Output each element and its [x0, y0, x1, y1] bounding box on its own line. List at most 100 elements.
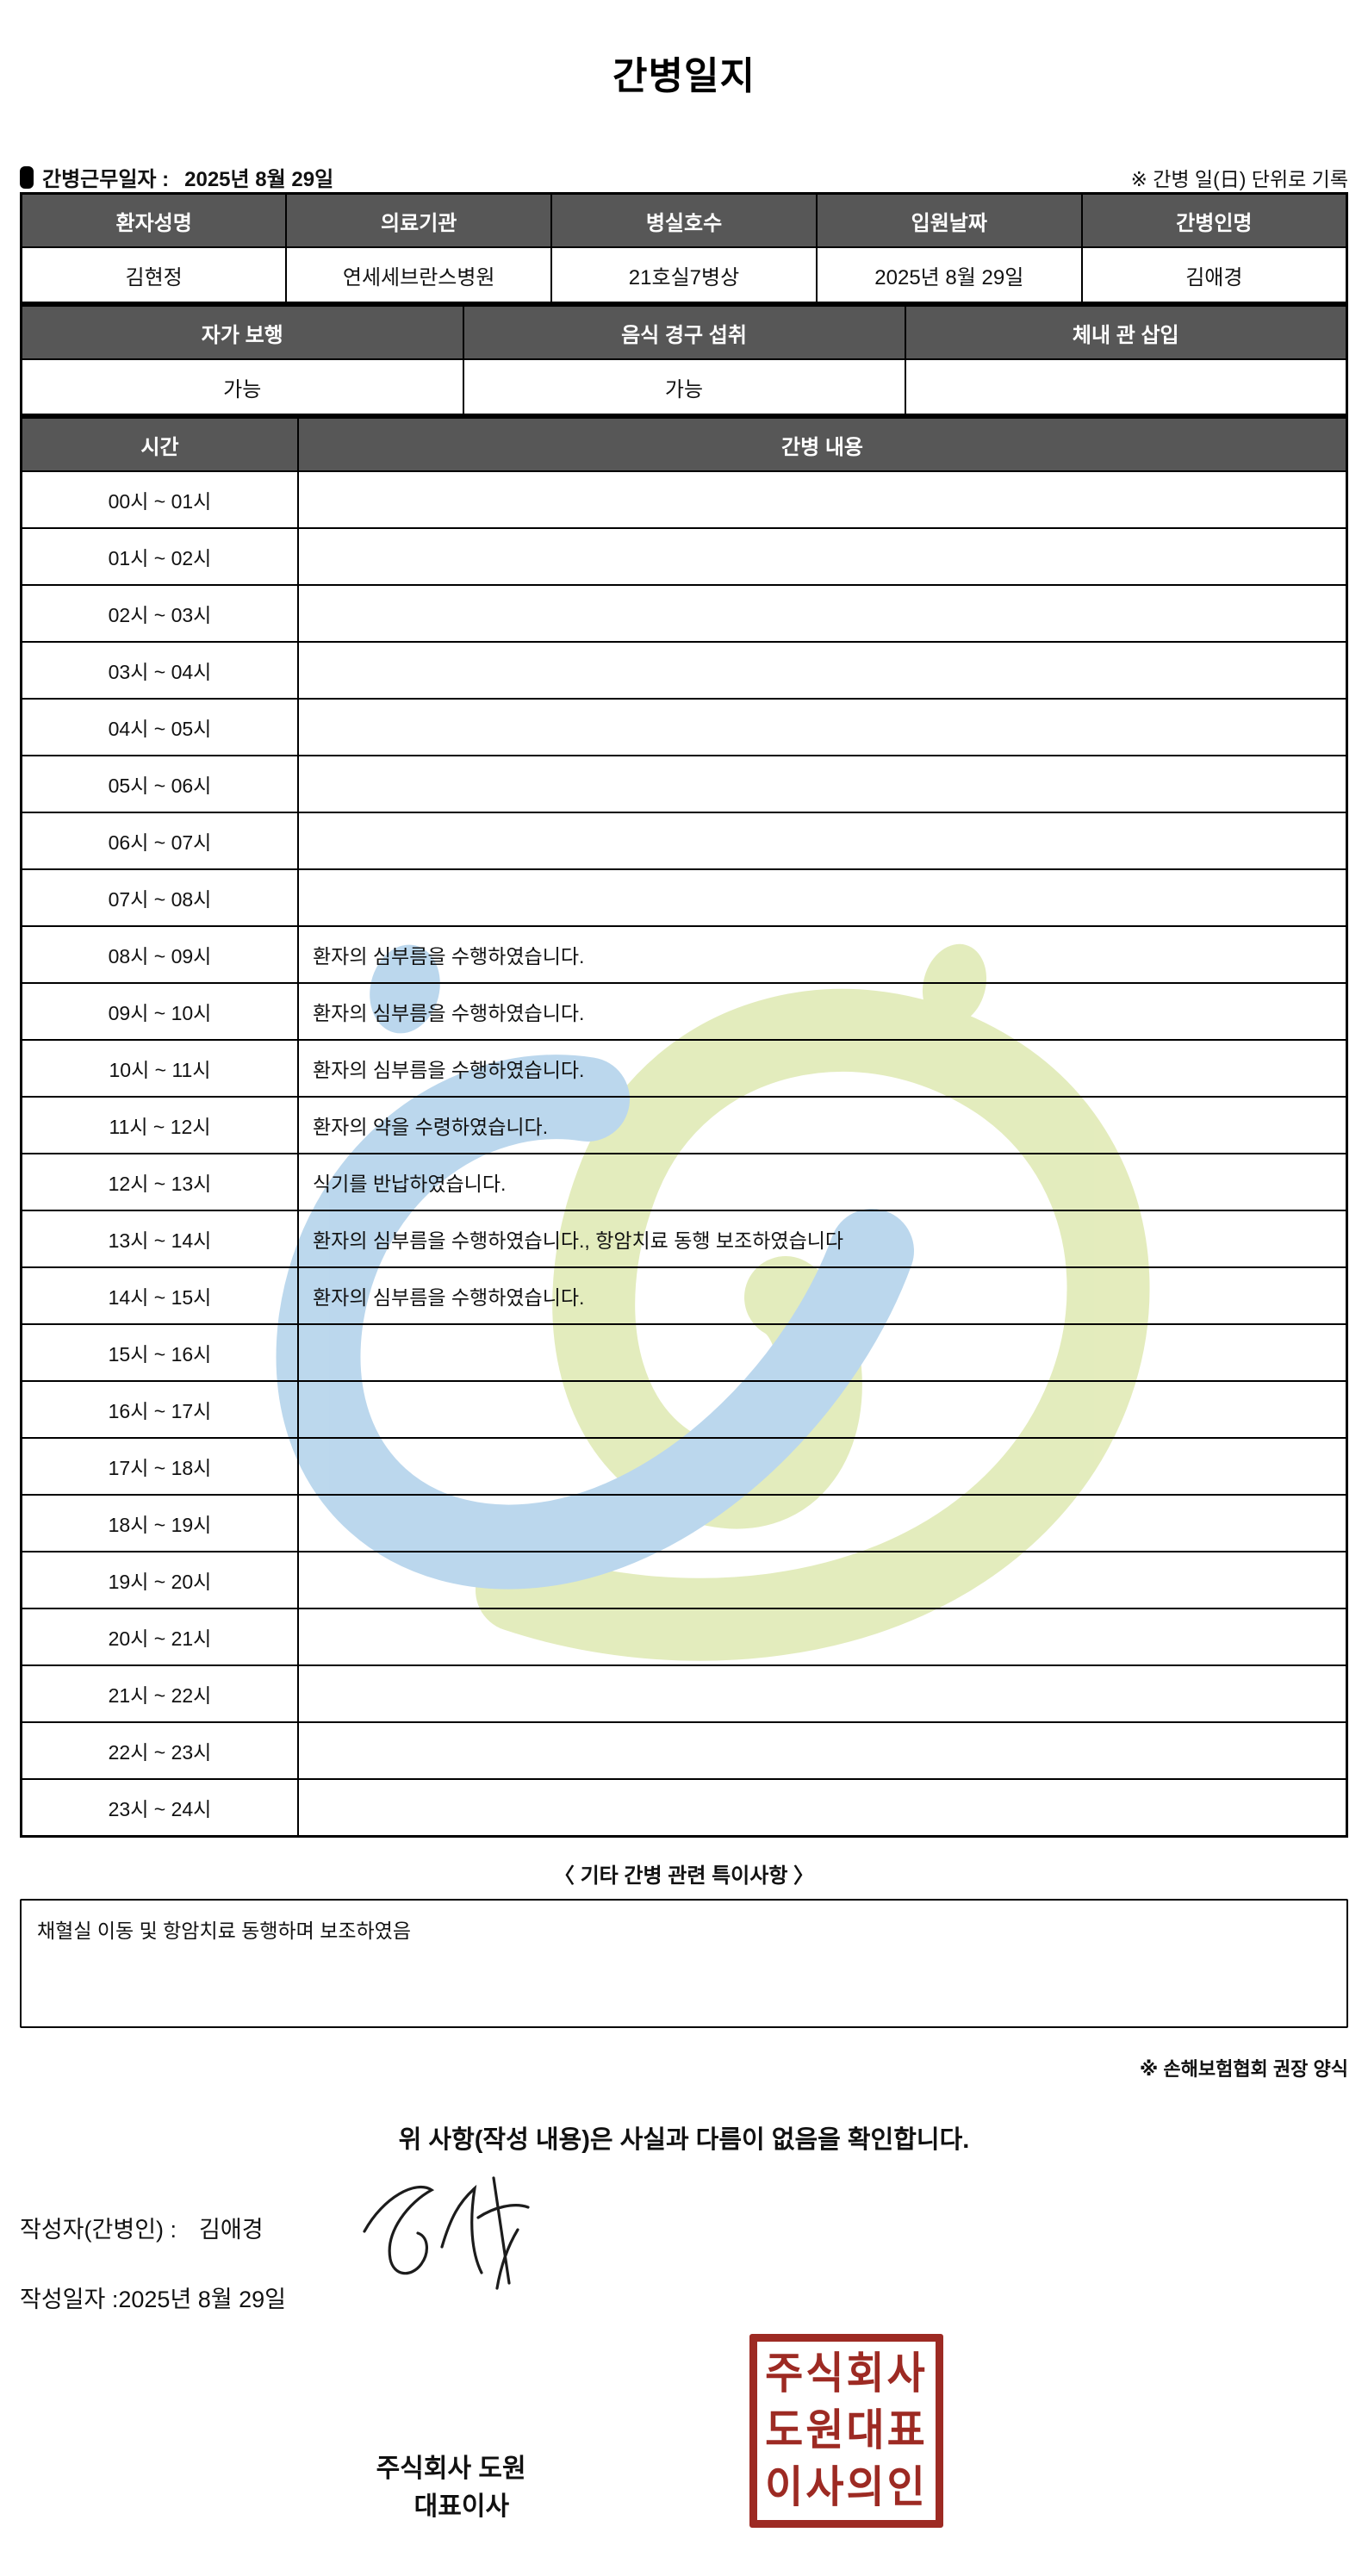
work-date-label: 간병근무일자 :: [42, 168, 170, 191]
care-time: 11시 ~ 12시: [20, 1096, 299, 1154]
col-medical-institution: 의료기관: [285, 192, 553, 248]
care-time: 00시 ~ 01시: [20, 470, 299, 529]
care-row: 03시 ~ 04시: [20, 641, 1348, 700]
care-time: 07시 ~ 08시: [20, 868, 299, 927]
care-content: [297, 868, 1348, 927]
care-time: 19시 ~ 20시: [20, 1551, 299, 1609]
tube-insertion-value: [904, 358, 1348, 416]
care-row: 07시 ~ 08시: [20, 868, 1348, 927]
care-content: [297, 1380, 1348, 1439]
care-row: 21시 ~ 22시: [20, 1664, 1348, 1723]
col-care-content: 간병 내용: [297, 416, 1348, 472]
care-row: 12시 ~ 13시 식기를 반납하였습니다.: [20, 1153, 1348, 1211]
care-row: 19시 ~ 20시: [20, 1551, 1348, 1609]
care-content: [297, 1721, 1348, 1780]
care-time: 23시 ~ 24시: [20, 1778, 299, 1838]
care-row: 10시 ~ 11시 환자의 심부름을 수행하였습니다.: [20, 1039, 1348, 1098]
care-time: 06시 ~ 07시: [20, 812, 299, 870]
care-content: 환자의 심부름을 수행하였습니다.: [297, 1039, 1348, 1098]
notes-box: 채혈실 이동 및 항암치료 동행하며 보조하였음: [20, 1899, 1348, 2028]
medical-institution: 연세세브란스병원: [285, 246, 553, 304]
care-content: [297, 812, 1348, 870]
written-date-line: 작성일자 : 2025년 8월 29일: [20, 2280, 1368, 2314]
writer-name: 김애경: [199, 2217, 264, 2243]
writer-line: 작성자(간병인) : 김애경: [20, 2211, 1368, 2244]
care-time: 09시 ~ 10시: [20, 982, 299, 1041]
care-row: 06시 ~ 07시: [20, 812, 1348, 870]
care-row: 00시 ~ 01시: [20, 470, 1348, 529]
notes-title: 〈 기타 간병 관련 특이사항 〉: [553, 1864, 815, 1888]
care-row: 16시 ~ 17시: [20, 1380, 1348, 1439]
patient-value-row: 김현정 연세세브란스병원 21호실7병상 2025년 8월 29일 김애경: [20, 246, 1348, 304]
care-content: 환자의 심부름을 수행하였습니다.: [297, 982, 1348, 1041]
care-content: [297, 527, 1348, 586]
patient-status-table: 자가 보행 음식 경구 섭취 체내 관 삽입 가능 가능: [20, 304, 1348, 416]
care-content: [297, 584, 1348, 643]
care-time: 02시 ~ 03시: [20, 584, 299, 643]
care-diary-page: { "title": "간병일지", "header": { "work_dat…: [0, 55, 1368, 2576]
care-time: 16시 ~ 17시: [20, 1380, 299, 1439]
care-row: 22시 ~ 23시: [20, 1721, 1348, 1780]
care-content: [297, 1778, 1348, 1838]
care-time: 08시 ~ 09시: [20, 925, 299, 984]
patient-header-row: 환자성명 의료기관 병실호수 입원날짜 간병인명: [20, 192, 1348, 248]
work-date-value: 2025년 8월 29일: [184, 168, 334, 191]
care-content: 환자의 심부름을 수행하였습니다.: [297, 1266, 1348, 1325]
notes-content: 채혈실 이동 및 항암치료 동행하며 보조하였음: [37, 1920, 411, 1942]
care-time: 10시 ~ 11시: [20, 1039, 299, 1098]
care-time: 01시 ~ 02시: [20, 527, 299, 586]
care-time: 05시 ~ 06시: [20, 755, 299, 813]
care-row: 17시 ~ 18시: [20, 1437, 1348, 1496]
care-time: 13시 ~ 14시: [20, 1210, 299, 1268]
care-row: 09시 ~ 10시 환자의 심부름을 수행하였습니다.: [20, 982, 1348, 1041]
care-time: 22시 ~ 23시: [20, 1721, 299, 1780]
col-caregiver-name: 간병인명: [1080, 192, 1348, 248]
room-number: 21호실7병상: [550, 246, 818, 304]
care-content: 환자의 심부름을 수행하였습니다., 항암치료 동행 보조하였습니다: [297, 1210, 1348, 1268]
care-content: 환자의 약을 수령하였습니다.: [297, 1096, 1348, 1154]
care-time: 20시 ~ 21시: [20, 1608, 299, 1666]
company-ceo-line: 주식회사 도원 대표이사: [362, 2417, 526, 2523]
care-content: 환자의 심부름을 수행하였습니다.: [297, 925, 1348, 984]
care-content: [297, 1551, 1348, 1609]
care-row: 15시 ~ 16시: [20, 1323, 1348, 1382]
care-row: 01시 ~ 02시: [20, 527, 1348, 586]
care-time: 04시 ~ 05시: [20, 698, 299, 756]
page-title: 간병일지: [612, 55, 756, 97]
care-row: 20시 ~ 21시: [20, 1608, 1348, 1666]
stamp-line: 주식회사: [765, 2349, 928, 2398]
caregiver-name: 김애경: [1080, 246, 1348, 304]
col-room-number: 병실호수: [550, 192, 818, 248]
admission-date: 2025년 8월 29일: [815, 246, 1083, 304]
care-time: 14시 ~ 15시: [20, 1266, 299, 1325]
work-date-line: 간병근무일자 : 2025년 8월 29일: [20, 162, 333, 192]
care-content: [297, 1437, 1348, 1496]
square-bullet-icon: [20, 165, 34, 189]
col-admission-date: 입원날짜: [815, 192, 1083, 248]
care-content: [297, 755, 1348, 813]
care-time: 17시 ~ 18시: [20, 1437, 299, 1496]
col-self-walking: 자가 보행: [20, 304, 464, 360]
patient-info-table: 환자성명 의료기관 병실호수 입원날짜 간병인명 김현정 연세세브란스병원 21…: [20, 192, 1348, 304]
care-time: 15시 ~ 16시: [20, 1323, 299, 1382]
care-row: 23시 ~ 24시: [20, 1778, 1348, 1838]
patient-name: 김현정: [20, 246, 288, 304]
care-row: 14시 ~ 15시 환자의 심부름을 수행하였습니다.: [20, 1266, 1348, 1325]
form-note: ※ 손해보험협회 권장 양식: [1139, 2058, 1348, 2080]
status-header-row: 자가 보행 음식 경구 섭취 체내 관 삽입: [20, 304, 1348, 360]
unit-note: ※ 간병 일(日) 단위로 기록: [1130, 168, 1348, 190]
stamp-line: 이사의인: [765, 2463, 928, 2511]
written-date-value: 2025년 8월 29일: [118, 2287, 287, 2312]
care-row: 04시 ~ 05시: [20, 698, 1348, 756]
care-row: 08시 ~ 09시 환자의 심부름을 수행하였습니다.: [20, 925, 1348, 984]
care-time: 03시 ~ 04시: [20, 641, 299, 700]
care-time: 12시 ~ 13시: [20, 1153, 299, 1211]
col-oral-intake: 음식 경구 섭취: [462, 304, 906, 360]
corporate-seal-stamp: 주식회사 도원대표 이사의인: [749, 2334, 943, 2528]
care-log-table: 시간 간병 내용 00시 ~ 01시 01시 ~ 02시 02시 ~ 03시 0…: [20, 416, 1348, 1838]
care-time: 21시 ~ 22시: [20, 1664, 299, 1723]
care-row: 11시 ~ 12시 환자의 약을 수령하였습니다.: [20, 1096, 1348, 1154]
care-content: [297, 470, 1348, 529]
care-content: [297, 1608, 1348, 1666]
oral-intake-value: 가능: [462, 358, 906, 416]
